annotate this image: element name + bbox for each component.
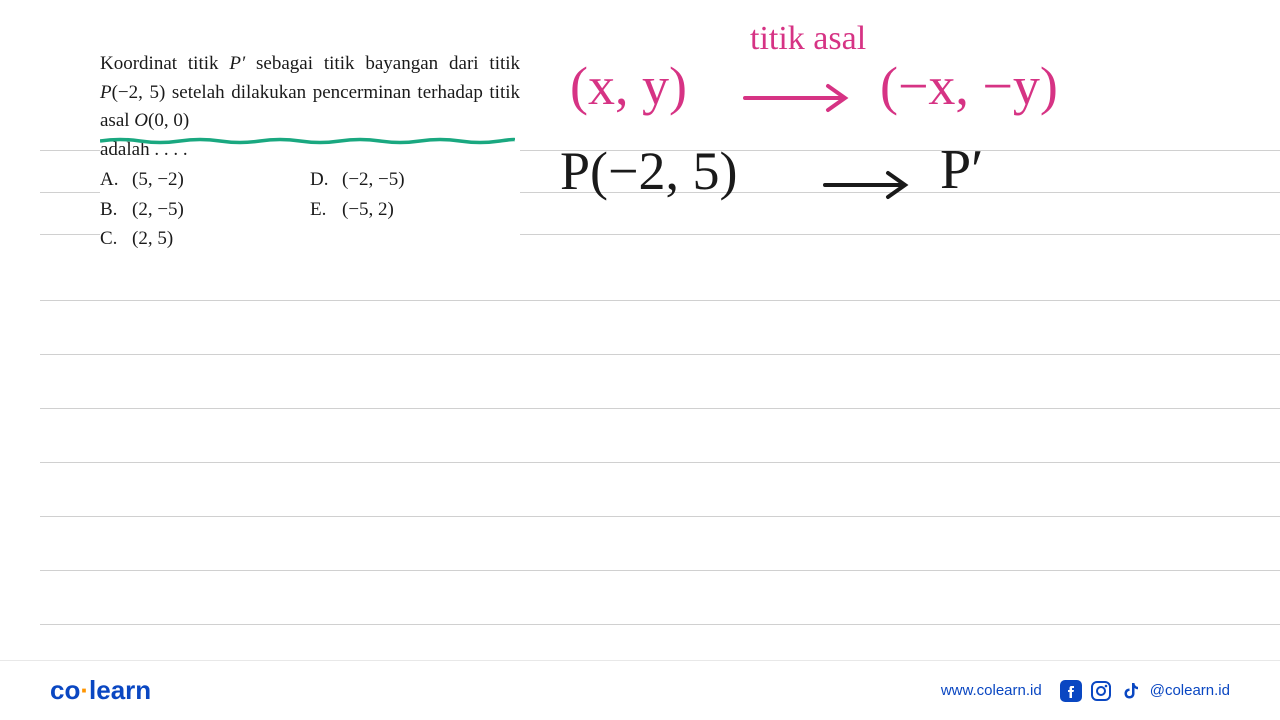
ruled-line xyxy=(40,462,1280,463)
problem-line1a: Koordinat titik xyxy=(100,53,229,74)
ruled-line xyxy=(40,354,1280,355)
arrow-icon-black xyxy=(820,165,920,205)
instagram-icon xyxy=(1090,680,1112,702)
ruled-line xyxy=(40,300,1280,301)
ruled-line xyxy=(40,570,1280,571)
problem-line2b: (−2, 5) setelah dilakukan xyxy=(112,82,307,103)
option-c: C. (2, 5) xyxy=(100,225,310,254)
social-handle: @colearn.id xyxy=(1150,682,1230,699)
ruled-line xyxy=(40,624,1280,625)
option-b-value: (2, −5) xyxy=(132,196,184,225)
logo-co: co xyxy=(50,675,80,705)
option-d-value: (−2, −5) xyxy=(342,166,405,195)
option-d-letter: D. xyxy=(310,166,342,195)
handwriting-P-prime: P′ xyxy=(940,138,983,202)
handwriting-P-point: P(−2, 5) xyxy=(560,140,737,202)
problem-line1b: sebagai titik bayangan xyxy=(245,53,438,74)
social-icons: @colearn.id xyxy=(1060,680,1230,702)
option-e: E. (−5, 2) xyxy=(310,196,520,225)
ruled-line xyxy=(40,516,1280,517)
facebook-icon xyxy=(1060,680,1082,702)
option-a-letter: A. xyxy=(100,166,132,195)
handwriting-xy-left: (x, y) xyxy=(570,55,687,117)
option-b-letter: B. xyxy=(100,196,132,225)
option-d: D. (−2, −5) xyxy=(310,166,520,195)
green-underline xyxy=(100,137,515,145)
option-e-letter: E. xyxy=(310,196,342,225)
logo-dot: · xyxy=(80,675,89,705)
problem-P: P xyxy=(100,82,112,103)
handwriting-label-titikasal: titik asal xyxy=(750,20,866,58)
option-b: B. (2, −5) xyxy=(100,196,310,225)
answer-options: A. (5, −2) B. (2, −5) C. (2, 5) D. (−2, … xyxy=(100,166,520,255)
handwriting-xy-right: (−x, −y) xyxy=(880,55,1058,117)
problem-text: Koordinat titik P′ sebagai titik bayanga… xyxy=(100,50,520,136)
problem-statement: Koordinat titik P′ sebagai titik bayanga… xyxy=(100,50,520,255)
website-url: www.colearn.id xyxy=(941,682,1042,699)
problem-line2a: dari titik xyxy=(449,53,520,74)
tiktok-icon xyxy=(1120,680,1142,702)
footer: co·learn www.colearn.id @colearn.id xyxy=(0,660,1280,720)
problem-line3b: (0, 0) xyxy=(148,110,189,131)
option-a: A. (5, −2) xyxy=(100,166,310,195)
ruled-line xyxy=(40,408,1280,409)
colearn-logo: co·learn xyxy=(50,675,151,706)
footer-right: www.colearn.id @colearn.id xyxy=(941,680,1230,702)
option-c-value: (2, 5) xyxy=(132,225,173,254)
arrow-icon-pink xyxy=(740,78,860,118)
logo-learn: learn xyxy=(89,675,151,705)
option-c-letter: C. xyxy=(100,225,132,254)
option-e-value: (−5, 2) xyxy=(342,196,394,225)
problem-O: O xyxy=(134,110,148,131)
option-a-value: (5, −2) xyxy=(132,166,184,195)
problem-P-prime: P′ xyxy=(229,53,245,74)
